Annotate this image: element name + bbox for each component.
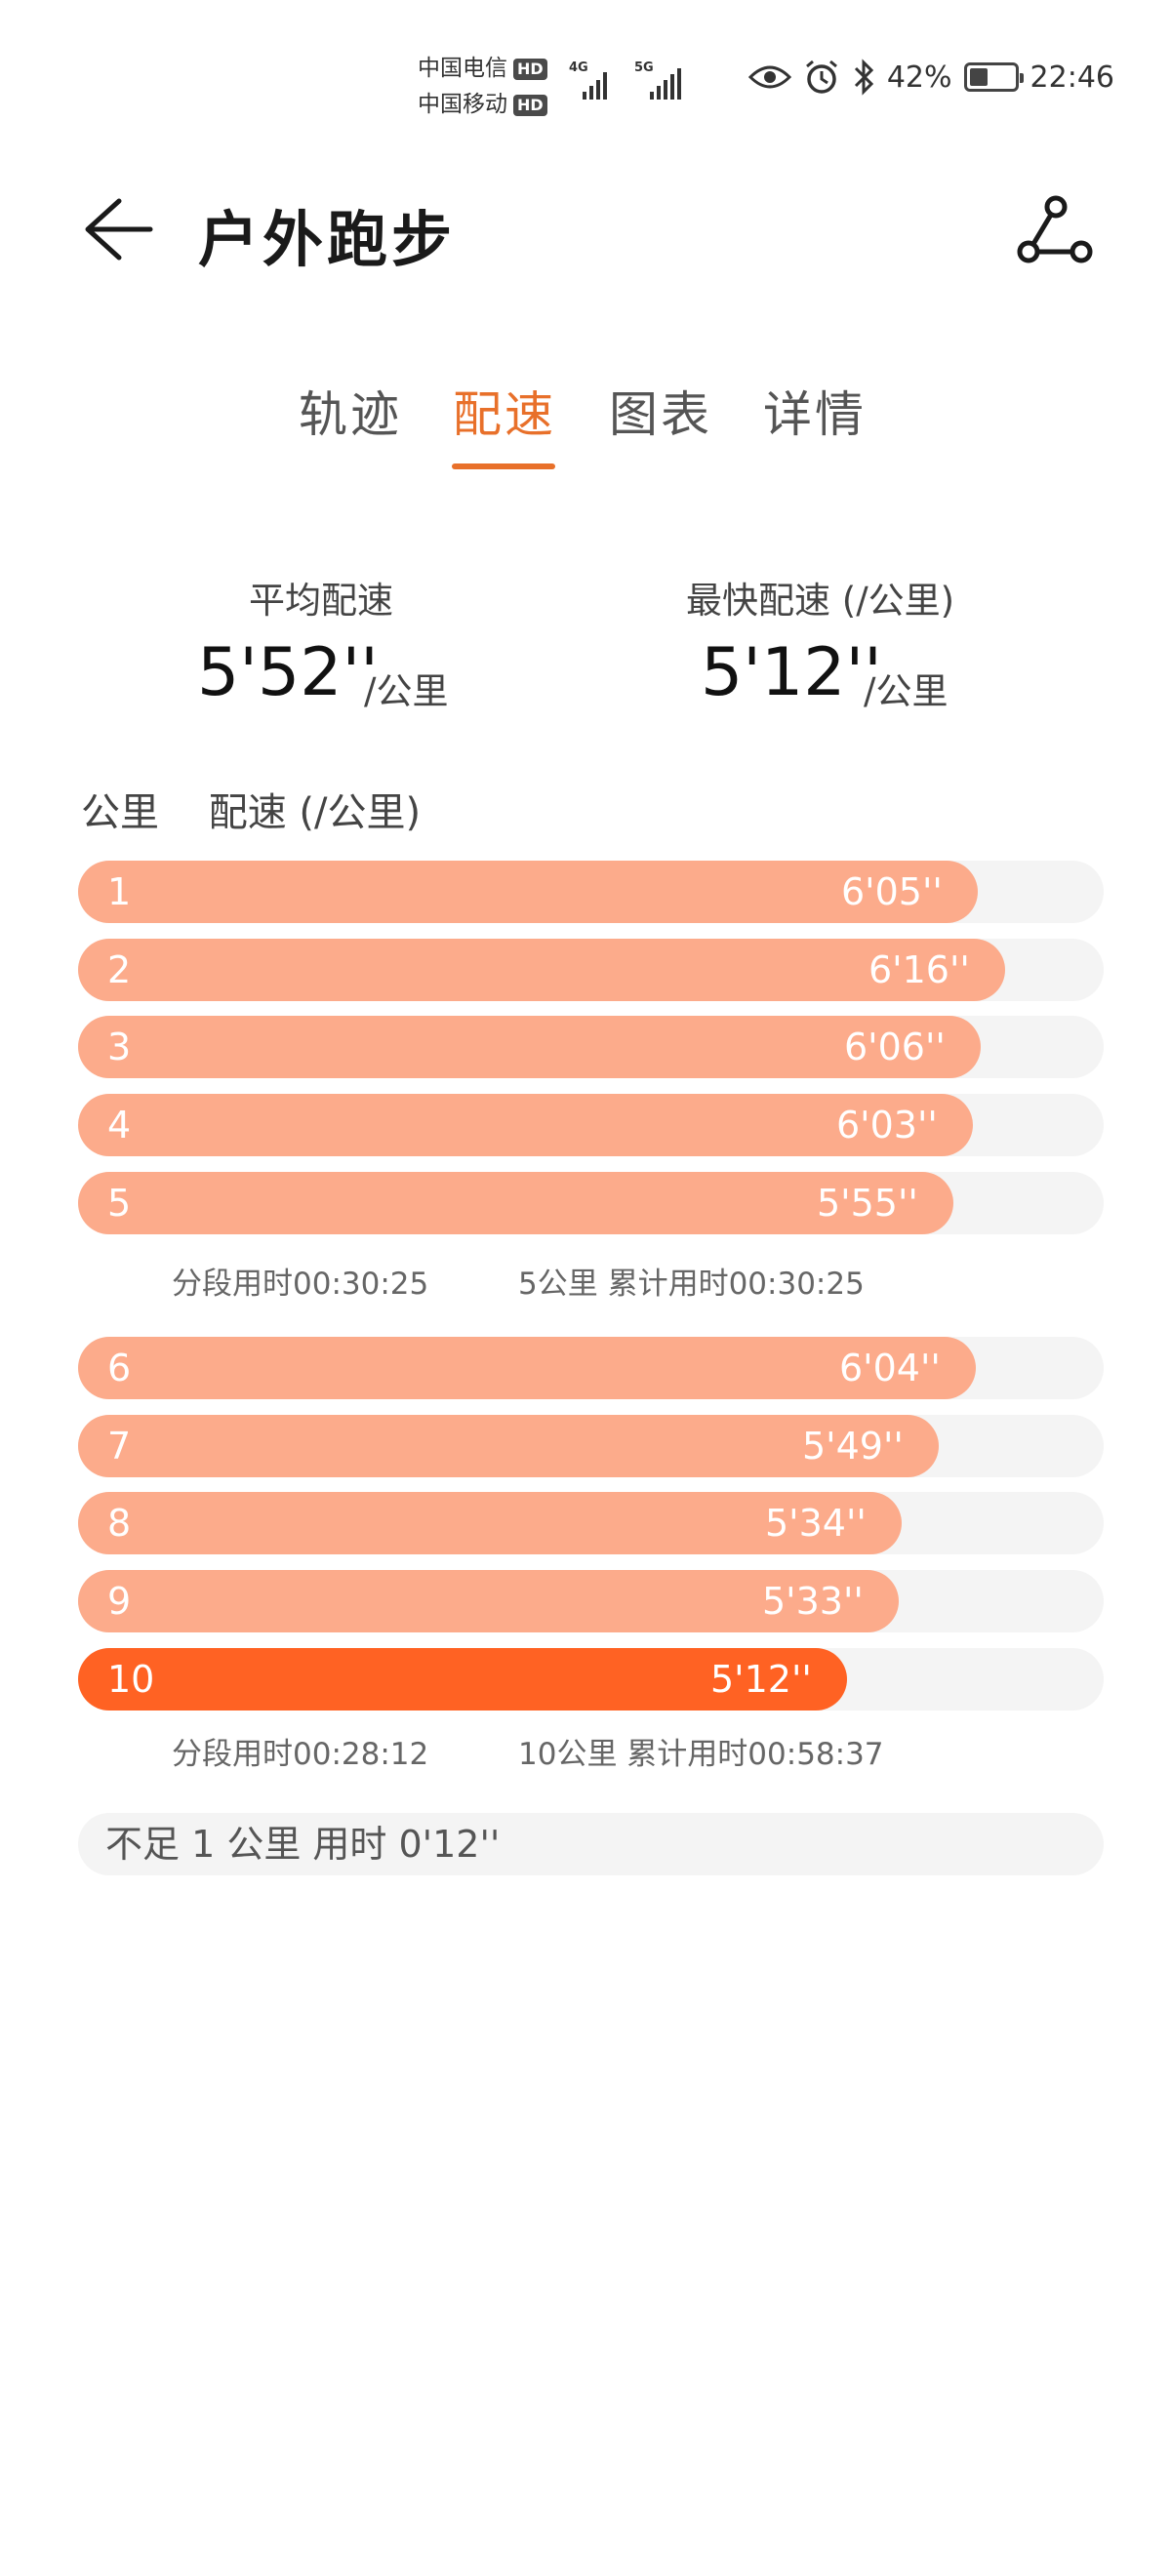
fastest-pace-value: 5'12'' bbox=[701, 634, 882, 711]
segment-cumulative-time: 5公里 累计用时00:30:25 bbox=[518, 1267, 865, 1302]
status-bar: 中国电信 HD 中国移动 HD 4G 5G 42% 22:46 bbox=[0, 0, 1171, 146]
split-pace: 5'55'' bbox=[817, 1182, 918, 1225]
split-km: 3 bbox=[107, 1026, 132, 1068]
pace-bar bbox=[78, 1570, 899, 1632]
split-row: 5 5'55'' bbox=[78, 1172, 1104, 1234]
hd-badge: HD bbox=[513, 58, 547, 80]
carrier-2: 中国移动 bbox=[418, 92, 507, 117]
fastest-pace-unit: /公里 bbox=[864, 670, 949, 712]
pace-bar bbox=[78, 1492, 902, 1554]
segment-split-time: 分段用时00:28:12 bbox=[172, 1737, 429, 1772]
split-pace: 6'06'' bbox=[844, 1026, 946, 1068]
split-km: 6 bbox=[107, 1347, 132, 1389]
split-km: 4 bbox=[107, 1104, 132, 1147]
pace-bar bbox=[78, 1415, 939, 1477]
carrier-info: 中国电信 HD 中国移动 HD bbox=[418, 51, 547, 123]
remainder-row: 不足 1 公里 用时 0'12'' bbox=[78, 1813, 1104, 1875]
tab-bar: 轨迹 配速 图表 详情 bbox=[0, 376, 1171, 473]
avg-pace-value: 5'52'' bbox=[197, 634, 379, 711]
split-pace: 5'49'' bbox=[802, 1425, 904, 1468]
pace-bar bbox=[78, 1648, 847, 1711]
split-pace: 6'04'' bbox=[839, 1347, 941, 1389]
pace-bar bbox=[78, 1016, 981, 1078]
split-km: 5 bbox=[107, 1182, 132, 1225]
tab-charts[interactable]: 图表 bbox=[609, 386, 712, 443]
avg-pace-label: 平均配速 bbox=[249, 580, 393, 622]
split-pace: 6'16'' bbox=[868, 948, 970, 991]
active-tab-indicator bbox=[452, 463, 555, 469]
back-arrow-icon[interactable] bbox=[80, 195, 154, 263]
pace-column-header: 配速 (/公里) bbox=[208, 790, 422, 835]
split-row: 2 6'16'' bbox=[78, 939, 1104, 1001]
split-row: 6 6'04'' bbox=[78, 1337, 1104, 1399]
alarm-icon bbox=[805, 60, 837, 94]
pace-bar bbox=[78, 1094, 973, 1156]
split-row: 7 5'49'' bbox=[78, 1415, 1104, 1477]
page-title: 户外跑步 bbox=[198, 204, 457, 275]
signal-icon: 5G bbox=[634, 60, 691, 107]
segment-split-time: 分段用时00:30:25 bbox=[172, 1267, 429, 1302]
segment-cumulative-time: 10公里 累计用时00:58:37 bbox=[518, 1737, 884, 1772]
battery-percent: 42% bbox=[886, 60, 952, 95]
split-km: 7 bbox=[107, 1425, 132, 1468]
split-km: 2 bbox=[107, 948, 132, 991]
avg-pace-unit: /公里 bbox=[364, 670, 449, 712]
table-header: 公里 配速 (/公里) bbox=[81, 781, 421, 837]
tab-track[interactable]: 轨迹 bbox=[299, 386, 402, 443]
pace-bar bbox=[78, 861, 978, 923]
split-row: 9 5'33'' bbox=[78, 1570, 1104, 1632]
pace-bar bbox=[78, 1172, 953, 1234]
split-pace: 5'33'' bbox=[762, 1580, 864, 1623]
split-pace: 6'03'' bbox=[836, 1104, 938, 1147]
tab-pace[interactable]: 配速 bbox=[453, 386, 556, 443]
split-km: 10 bbox=[107, 1658, 155, 1701]
split-row: 4 6'03'' bbox=[78, 1094, 1104, 1156]
km-column-header: 公里 bbox=[81, 790, 159, 835]
battery-icon bbox=[963, 62, 1024, 92]
hd-badge: HD bbox=[513, 94, 547, 116]
remainder-text: 不足 1 公里 用时 0'12'' bbox=[105, 1823, 501, 1866]
status-icons: 42% 22:46 bbox=[747, 59, 1114, 96]
split-pace: 5'34'' bbox=[765, 1502, 867, 1545]
split-row: 10 5'12'' bbox=[78, 1648, 1104, 1711]
tab-details[interactable]: 详情 bbox=[763, 386, 867, 443]
clock-time: 22:46 bbox=[1030, 60, 1114, 95]
split-pace: 5'12'' bbox=[710, 1658, 812, 1701]
bluetooth-icon bbox=[854, 59, 873, 96]
split-row: 3 6'06'' bbox=[78, 1016, 1104, 1078]
split-km: 1 bbox=[107, 870, 132, 913]
carrier-1: 中国电信 bbox=[418, 56, 507, 81]
signal-icon: 4G bbox=[569, 60, 616, 107]
split-km: 8 bbox=[107, 1502, 132, 1545]
split-row: 8 5'34'' bbox=[78, 1492, 1104, 1554]
eye-icon bbox=[747, 65, 791, 89]
split-pace: 6'05'' bbox=[841, 870, 943, 913]
fastest-pace-label: 最快配速 (/公里) bbox=[686, 580, 955, 622]
split-km: 9 bbox=[107, 1580, 132, 1623]
split-row: 1 6'05'' bbox=[78, 861, 1104, 923]
pace-bar bbox=[78, 939, 1005, 1001]
route-share-icon[interactable] bbox=[1017, 193, 1093, 267]
pace-bar bbox=[78, 1337, 976, 1399]
